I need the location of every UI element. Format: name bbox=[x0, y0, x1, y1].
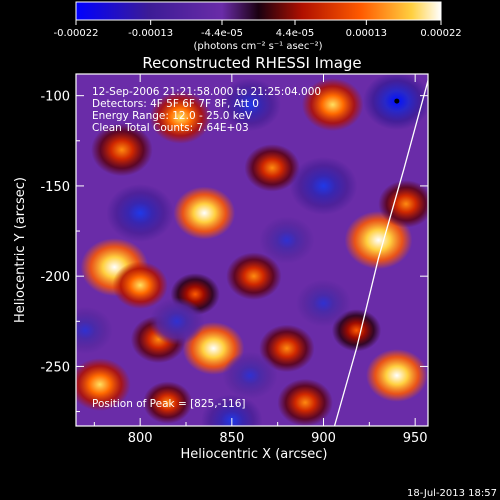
emission-source bbox=[378, 180, 428, 228]
x-tick-label: 850 bbox=[219, 431, 244, 446]
annotation-detectors: Detectors: 4F 5F 6F 7F 8F, Att 0 bbox=[92, 98, 259, 110]
y-axis-label: Heliocentric Y (arcsec) bbox=[13, 177, 28, 323]
emission-source bbox=[259, 324, 315, 373]
emission-source bbox=[112, 261, 168, 309]
x-axis-label: Heliocentric X (arcsec) bbox=[181, 447, 328, 462]
emission-source bbox=[76, 358, 131, 411]
axis-ticks: 800 850 900 950 -100 -150 -200 -250 bbox=[40, 74, 428, 446]
plot-frame bbox=[75, 73, 429, 427]
emission-source bbox=[173, 186, 236, 240]
emission-source bbox=[366, 349, 428, 402]
y-tick-label: -150 bbox=[40, 180, 70, 195]
emission-source bbox=[143, 381, 193, 424]
emission-source bbox=[91, 123, 153, 177]
emission-source bbox=[295, 279, 352, 328]
emission-source bbox=[149, 297, 205, 346]
x-tick-label: 800 bbox=[128, 431, 153, 446]
colorbar-unit-label: (photons cm⁻² s⁻¹ asec⁻²) bbox=[193, 41, 322, 52]
colorbar-tick-label: -0.00022 bbox=[54, 28, 99, 39]
annotation-time: 12-Sep-2006 21:21:58.000 to 21:25:04.000 bbox=[92, 86, 321, 98]
colorbar-tick-label: -0.00013 bbox=[128, 28, 173, 39]
timestamp: 18-Jul-2013 18:57 bbox=[407, 488, 497, 499]
annotation-energy: Energy Range: 12.0 - 25.0 keV bbox=[92, 110, 253, 122]
colorbar-tick-label: 4.4e-05 bbox=[276, 28, 314, 39]
emission-source bbox=[222, 351, 278, 400]
colorbar bbox=[76, 2, 441, 20]
emission-source bbox=[106, 183, 175, 243]
emission-source bbox=[259, 216, 315, 264]
emission-source bbox=[277, 378, 333, 426]
x-tick-label: 900 bbox=[311, 431, 336, 446]
emission-source bbox=[219, 78, 281, 132]
emission-source bbox=[76, 306, 113, 355]
y-tick-label: -100 bbox=[40, 90, 70, 105]
peak-marker bbox=[394, 98, 400, 104]
solar-limb-line bbox=[333, 78, 428, 426]
y-tick-label: -250 bbox=[40, 360, 70, 375]
emission-source bbox=[289, 156, 358, 215]
emission-source bbox=[331, 309, 382, 352]
emission-source bbox=[226, 252, 282, 300]
solar-limb-layer bbox=[333, 78, 428, 426]
peak-position-label: Position of Peak = [825,-116] bbox=[92, 398, 246, 410]
annotation-block: 12-Sep-2006 21:21:58.000 to 21:25:04.000… bbox=[92, 86, 321, 410]
colorbar-tick-label: 0.00022 bbox=[420, 28, 461, 39]
emission-source bbox=[201, 394, 263, 426]
emission-source bbox=[244, 144, 300, 192]
y-tick-label: -200 bbox=[40, 270, 70, 285]
colorbar-ticks: -0.00022 -0.00013 -4.4e-05 4.4e-05 0.00013 0.… bbox=[54, 20, 462, 39]
heatmap-image bbox=[76, 74, 428, 426]
emission-source bbox=[301, 78, 364, 132]
chart-title: Reconstructed RHESSI Image bbox=[142, 54, 361, 72]
annotation-counts: Clean Total Counts: 7.64E+03 bbox=[92, 122, 249, 134]
colorbar-frame bbox=[75, 1, 442, 21]
colorbar-tick-label: 0.00013 bbox=[346, 28, 387, 39]
x-tick-label: 950 bbox=[403, 431, 428, 446]
emission-source bbox=[149, 90, 212, 144]
colorbar-tick-label: -4.4e-05 bbox=[201, 28, 243, 39]
